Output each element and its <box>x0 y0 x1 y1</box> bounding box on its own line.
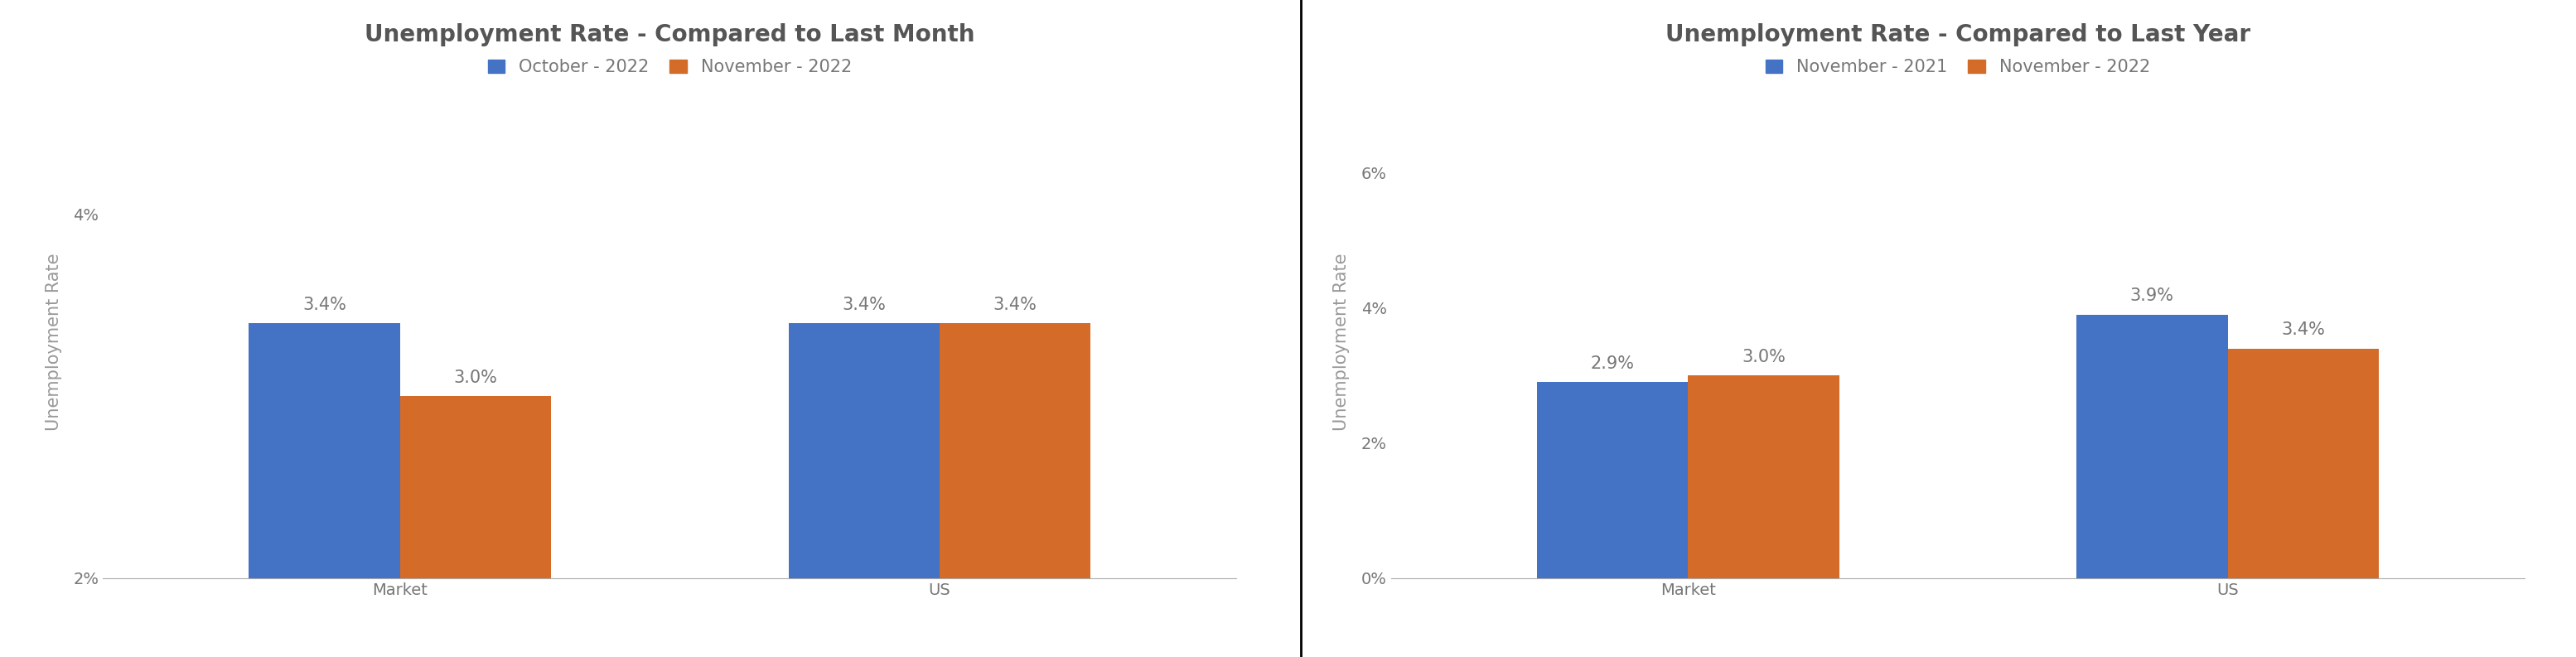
Bar <box>940 323 1090 578</box>
Legend: October - 2022, November - 2022: October - 2022, November - 2022 <box>482 53 858 83</box>
Bar <box>399 396 551 578</box>
Bar <box>788 323 940 578</box>
Text: 3.4%: 3.4% <box>994 296 1038 313</box>
Text: 3.4%: 3.4% <box>842 296 886 313</box>
Bar <box>2228 348 2378 578</box>
Text: 3.4%: 3.4% <box>2282 321 2326 338</box>
Title: Unemployment Rate - Compared to Last Month: Unemployment Rate - Compared to Last Mon… <box>366 24 974 47</box>
Text: 3.0%: 3.0% <box>1741 348 1785 365</box>
Y-axis label: Unemployment Rate: Unemployment Rate <box>1334 253 1350 430</box>
Bar <box>2076 315 2228 578</box>
Bar <box>1538 382 1687 578</box>
Legend: November - 2021, November - 2022: November - 2021, November - 2022 <box>1759 53 2156 83</box>
Bar <box>250 323 399 578</box>
Text: 3.9%: 3.9% <box>2130 288 2174 304</box>
Bar <box>1687 375 1839 578</box>
Text: 2.9%: 2.9% <box>1589 355 1633 372</box>
Text: 3.4%: 3.4% <box>301 296 345 313</box>
Text: 3.0%: 3.0% <box>453 369 497 386</box>
Y-axis label: Unemployment Rate: Unemployment Rate <box>46 253 62 430</box>
Title: Unemployment Rate - Compared to Last Year: Unemployment Rate - Compared to Last Yea… <box>1664 24 2251 47</box>
